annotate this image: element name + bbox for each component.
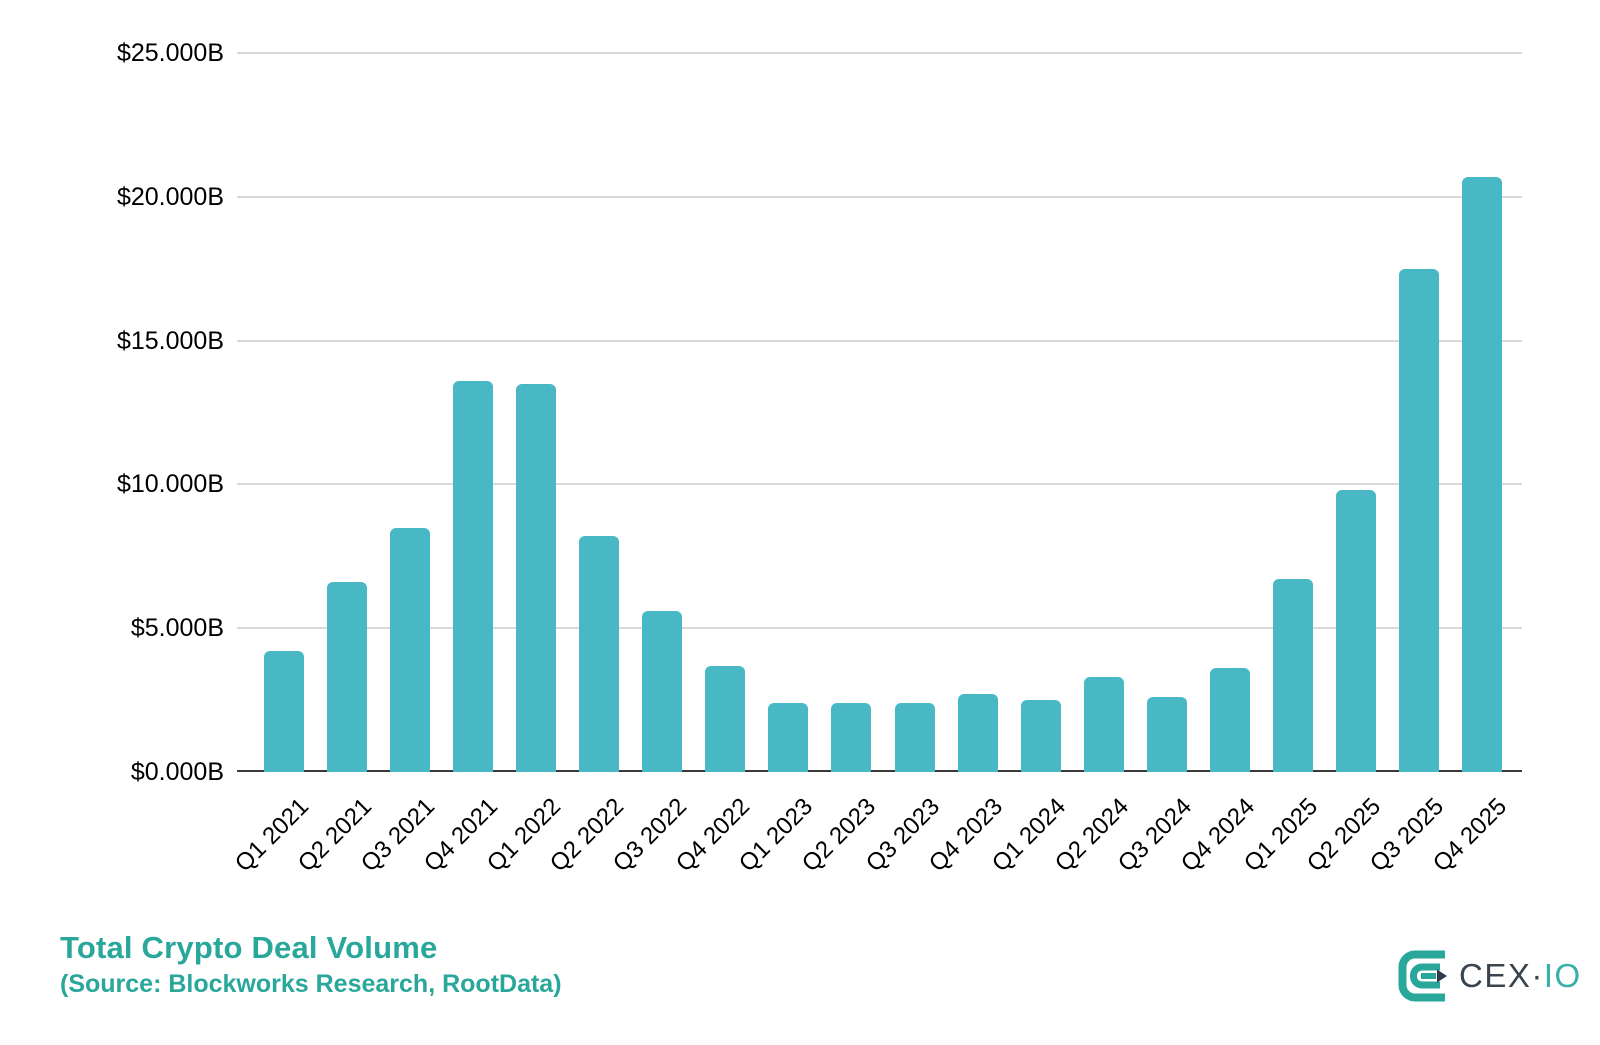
y-tick-label: $15.000B (116, 326, 224, 355)
y-tick-label: $5.000B (130, 614, 224, 643)
bar-Q2-2024 (1083, 677, 1124, 772)
x-axis-line (237, 770, 1522, 772)
y-tick-label: $0.000B (130, 758, 224, 786)
bar-Q1-2022 (516, 383, 557, 772)
bar-Q4-2022 (705, 665, 746, 772)
bar-Q3-2024 (1146, 697, 1187, 772)
bar-Q2-2022 (579, 536, 620, 772)
bar-Q1-2021 (264, 651, 304, 772)
y-tick-label: $25.000B (116, 39, 224, 67)
bar-Q1-2024 (1020, 700, 1061, 772)
bar-Q4-2021 (453, 380, 494, 772)
cexio-mark-icon (1398, 950, 1447, 1002)
gridline-10B (237, 483, 1522, 486)
cexio-logo-text: CEX·IO (1459, 950, 1582, 1002)
logo-text-dot: · (1531, 957, 1544, 994)
bar-Q2-2023 (831, 702, 872, 772)
chart-title: Total Crypto Deal Volume (60, 930, 438, 965)
bar-Q4-2023 (957, 694, 998, 772)
gridline-25B (237, 52, 1522, 54)
bar-Q2-2025 (1335, 490, 1376, 772)
caption-block: Total Crypto Deal Volume (Source: Blockw… (60, 928, 562, 1001)
gridline-15B (237, 339, 1522, 342)
bar-Q1-2025 (1272, 579, 1313, 772)
bar-Q3-2022 (642, 610, 683, 772)
bar-Q4-2024 (1209, 668, 1250, 772)
bar-Q3-2025 (1398, 268, 1439, 772)
chart-source: (Source: Blockworks Research, RootData) (60, 970, 562, 998)
bar-Q3-2021 (390, 527, 431, 772)
logo-text-io: IO (1543, 957, 1582, 994)
y-tick-label: $10.000B (116, 470, 224, 499)
bar-Q4-2025 (1461, 176, 1502, 772)
bar-Q3-2023 (894, 702, 935, 772)
gridline-20B (237, 195, 1522, 198)
gridline-5B (237, 627, 1522, 630)
bar-Q1-2023 (768, 702, 809, 772)
cexio-logo: CEX·IO (1398, 950, 1582, 1002)
bar-Q2-2021 (327, 582, 368, 772)
logo-text-cex: CEX (1459, 957, 1532, 994)
x-axis-labels: Q1 2021 Q2 2021 Q3 2021 Q4 2021 Q1 2022 Q2 20… (230, 772, 1522, 892)
plot-area: $0.000B $5.000B $10.000B $15.000B $20.000B $2… (117, 39, 1522, 877)
y-tick-label: $20.000B (116, 182, 224, 211)
